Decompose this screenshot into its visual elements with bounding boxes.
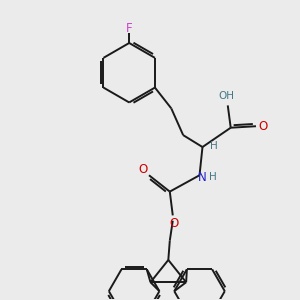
Text: O: O [258, 120, 267, 133]
Text: H: H [209, 172, 217, 182]
Text: O: O [169, 217, 179, 230]
Text: N: N [197, 171, 206, 184]
Text: O: O [138, 164, 148, 176]
Text: F: F [126, 22, 133, 35]
Text: H: H [210, 140, 218, 151]
Text: OH: OH [218, 91, 234, 100]
